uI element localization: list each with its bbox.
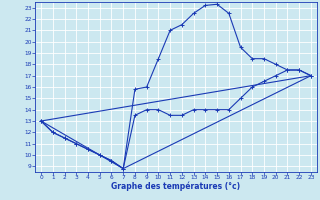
X-axis label: Graphe des températures (°c): Graphe des températures (°c) xyxy=(111,182,241,191)
